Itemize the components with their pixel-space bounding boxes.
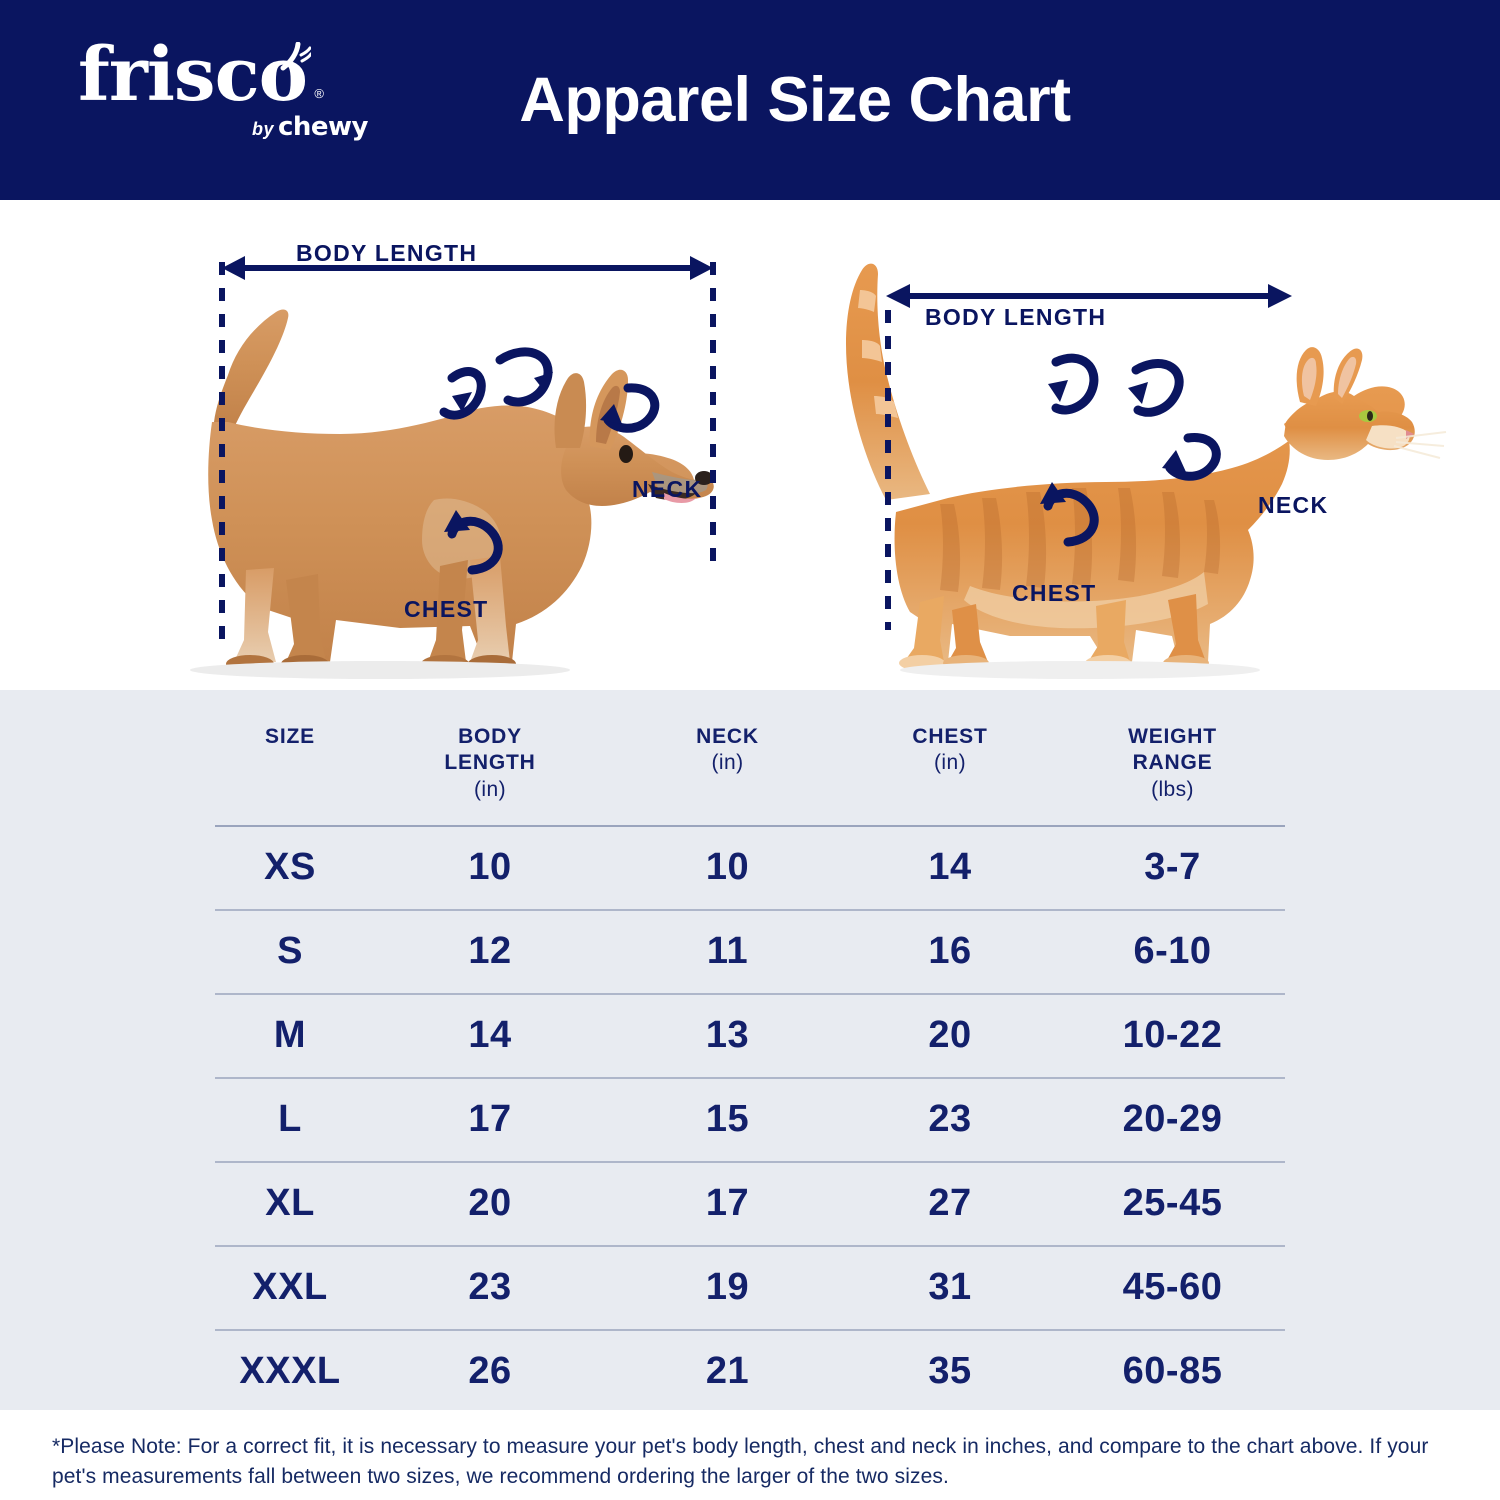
cell-size: XXL [215,1245,365,1331]
column-header-size: SIZE [215,710,365,827]
cell-chest: 35 [928,1350,972,1393]
table-row: XXL 23 19 31 45-60 [215,1245,1285,1331]
cell-size: XL [215,1161,365,1247]
cat-body-length-label: BODY LENGTH [925,304,1107,330]
cell-size: XXXL [239,1350,341,1393]
column-header-weight-range-line2: RANGE [1132,751,1213,775]
cell-size: L [215,1077,365,1163]
cell-body-length: 12 [365,909,615,995]
column-header-chest: CHEST (in) [840,710,1060,827]
dog-body-length-label: BODY LENGTH [296,240,478,266]
header-band: frisco ® by chewy Apparel Size Chart [0,0,1500,200]
cell-neck: 19 [615,1245,840,1331]
brand-tagline-by: by [251,119,274,140]
cell-weight-range: 20-29 [1060,1077,1285,1163]
footnote-area: *Please Note: For a correct fit, it is n… [0,1410,1500,1500]
cell-neck: 13 [615,993,840,1079]
column-header-weight-range-unit: (lbs) [1151,777,1194,801]
column-header-body-length: BODY LENGTH (in) [365,710,615,827]
cell-body-length: 10 [365,825,615,911]
table-body: XS 10 10 14 3-7 S 12 11 16 6-10 M 14 13 [215,825,1285,1413]
column-header-body-length-line1: BODY [458,725,522,748]
column-header-chest-line1: CHEST [912,725,988,748]
cell-weight-range: 60-85 [1122,1350,1223,1393]
column-header-neck: NECK (in) [615,710,840,827]
table-header-row: SIZE BODY LENGTH (in) NECK (in) CHEST (i… [215,710,1285,827]
cell-neck: 21 [705,1350,750,1393]
column-header-chest-unit: (in) [934,751,966,775]
brand-wordmark: frisco ® [78,38,324,112]
brand-tagline: by chewy [78,112,369,143]
footnote-text: *Please Note: For a correct fit, it is n… [52,1435,1429,1489]
illustration-area: BODY LENGTH NECK CHEST [0,200,1500,690]
column-header-body-length-unit: (in) [474,777,506,801]
cat-neck-label: NECK [1258,492,1329,518]
column-header-weight-range: WEIGHT RANGE (lbs) [1060,710,1285,827]
cell-weight-range: 6-10 [1060,909,1285,995]
cell-weight-range: 3-7 [1060,825,1285,911]
cell-chest: 20 [840,993,1060,1079]
cell-weight-range: 10-22 [1060,993,1285,1079]
size-table-area: SIZE BODY LENGTH (in) NECK (in) CHEST (i… [0,690,1500,1410]
cell-chest: 31 [840,1245,1060,1331]
cell-weight-range: 45-60 [1060,1245,1285,1331]
cat-illustration [846,263,1447,679]
dog-chest-label: CHEST [404,596,489,622]
cell-chest: 14 [840,825,1060,911]
column-header-weight-range-line1: WEIGHT [1128,725,1217,748]
cell-neck: 15 [615,1077,840,1163]
dog-neck-label: NECK [632,476,703,502]
cell-body-length: 17 [365,1077,615,1163]
brand-logo[interactable]: frisco ® by chewy [78,38,378,165]
size-table: SIZE BODY LENGTH (in) NECK (in) CHEST (i… [215,710,1285,1413]
table-row: XS 10 10 14 3-7 [215,825,1285,911]
brand-wordmark-text: frisco [78,32,308,118]
cell-body-length: 23 [365,1245,615,1331]
cell-chest: 27 [840,1161,1060,1247]
column-header-size-label: SIZE [265,725,315,748]
swoosh-icon [280,42,312,71]
table-row: L 17 15 23 20-29 [215,1077,1285,1163]
column-header-neck-unit: (in) [711,751,744,775]
cell-body-length: 26 [468,1350,512,1393]
cell-chest: 23 [840,1077,1060,1163]
cell-chest: 16 [840,909,1060,995]
cell-neck: 17 [615,1161,840,1247]
registered-trademark-icon: ® [314,85,324,101]
cell-size: S [215,909,365,995]
table-row: S 12 11 16 6-10 [215,909,1285,995]
cell-size: XS [215,825,365,911]
column-header-neck-line1: NECK [696,725,759,748]
cell-size: M [215,993,365,1079]
cell-neck: 11 [615,909,840,995]
cell-weight-range: 25-45 [1060,1161,1285,1247]
table-row: XXXL 26 21 35 60-85 [215,1330,1285,1413]
brand-tagline-parent: chewy [277,112,369,143]
table-row: XL 20 17 27 25-45 [215,1161,1285,1247]
table-row: M 14 13 20 10-22 [215,993,1285,1079]
cell-neck: 10 [615,825,840,911]
cat-chest-label: CHEST [1012,580,1097,606]
column-header-body-length-line2: LENGTH [444,751,536,775]
dog-illustration [190,256,716,679]
cell-body-length: 14 [365,993,615,1079]
cell-body-length: 20 [365,1161,615,1247]
